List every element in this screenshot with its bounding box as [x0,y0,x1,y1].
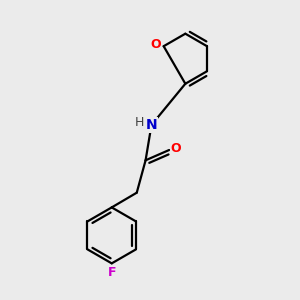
Text: H: H [134,116,144,129]
Text: O: O [170,142,181,155]
Text: N: N [146,118,157,132]
Text: F: F [107,266,116,279]
Text: O: O [150,38,161,51]
